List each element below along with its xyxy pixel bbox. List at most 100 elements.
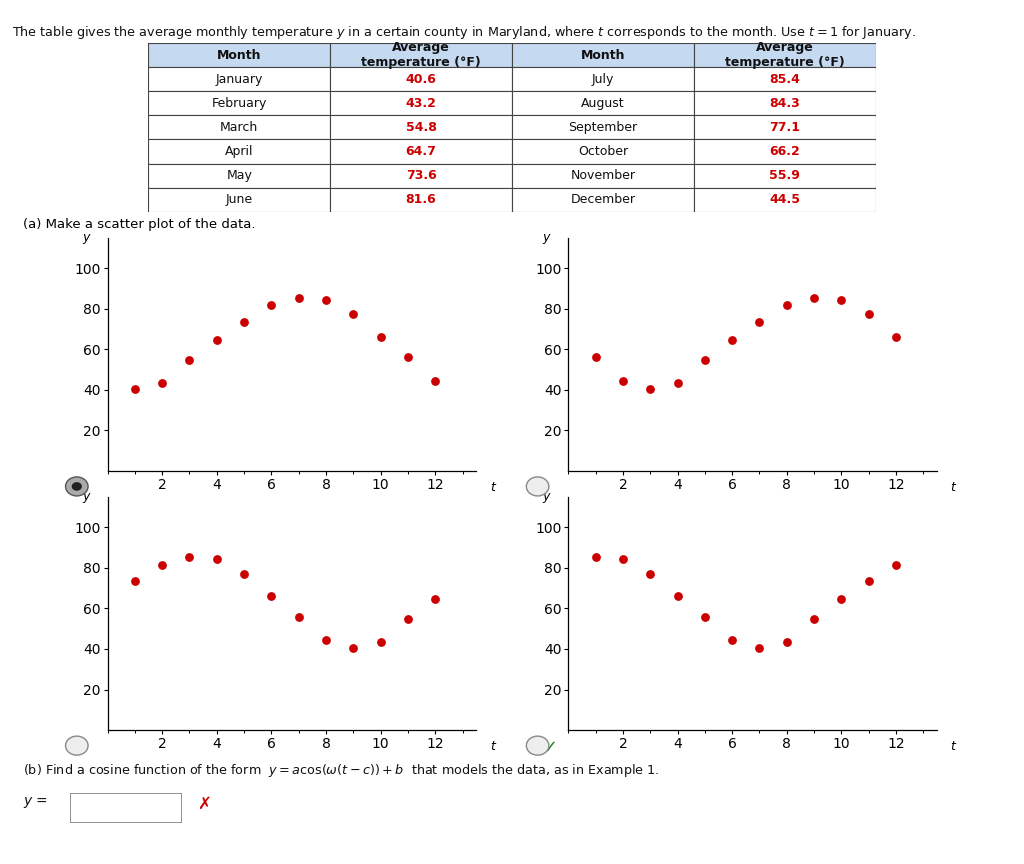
Text: December: December bbox=[570, 194, 635, 206]
Bar bbox=[330, 116, 512, 139]
Bar bbox=[694, 43, 876, 67]
Point bbox=[614, 552, 631, 566]
Point bbox=[888, 557, 904, 571]
Point bbox=[127, 382, 143, 396]
Text: 85.4: 85.4 bbox=[769, 73, 800, 86]
Point bbox=[806, 612, 822, 626]
Point bbox=[263, 589, 280, 603]
Point bbox=[373, 636, 389, 650]
Text: Month: Month bbox=[581, 48, 625, 61]
Bar bbox=[512, 187, 694, 212]
Bar bbox=[148, 43, 330, 67]
Text: 73.6: 73.6 bbox=[406, 169, 436, 182]
Text: ✗: ✗ bbox=[197, 795, 211, 813]
Point bbox=[696, 610, 713, 624]
Text: The table gives the average monthly temperature $y$ in a certain county in Maryl: The table gives the average monthly temp… bbox=[12, 24, 916, 41]
Point bbox=[588, 351, 604, 365]
Point bbox=[588, 550, 604, 563]
Bar bbox=[694, 67, 876, 92]
Text: t: t bbox=[950, 740, 955, 753]
Text: 55.9: 55.9 bbox=[769, 169, 800, 182]
Point bbox=[724, 633, 740, 647]
Point bbox=[778, 298, 795, 312]
Text: y: y bbox=[543, 490, 550, 503]
Bar bbox=[694, 163, 876, 187]
Bar bbox=[512, 163, 694, 187]
Text: y: y bbox=[82, 490, 89, 503]
Point bbox=[236, 567, 252, 581]
Bar bbox=[330, 67, 512, 92]
Bar bbox=[512, 139, 694, 163]
Point bbox=[670, 377, 686, 391]
Text: 77.1: 77.1 bbox=[769, 121, 800, 134]
Text: (b) Find a cosine function of the form  $y = a\cos(\omega(t - c)) + b$  that mod: (b) Find a cosine function of the form $… bbox=[23, 762, 659, 779]
Point bbox=[888, 330, 904, 344]
Bar bbox=[330, 163, 512, 187]
Text: August: August bbox=[581, 97, 625, 110]
Bar bbox=[148, 116, 330, 139]
Bar bbox=[694, 139, 876, 163]
Point bbox=[860, 308, 877, 321]
Bar bbox=[330, 139, 512, 163]
Text: 40.6: 40.6 bbox=[406, 73, 436, 86]
Text: 54.8: 54.8 bbox=[406, 121, 436, 134]
Point bbox=[752, 314, 768, 328]
Text: January: January bbox=[216, 73, 263, 86]
Text: July: July bbox=[592, 73, 614, 86]
Point bbox=[696, 353, 713, 366]
Bar bbox=[512, 67, 694, 92]
Point bbox=[427, 374, 443, 388]
Text: Average
temperature (°F): Average temperature (°F) bbox=[725, 41, 845, 69]
Bar bbox=[512, 92, 694, 116]
Point bbox=[181, 353, 198, 366]
Text: 64.7: 64.7 bbox=[406, 145, 436, 158]
Point bbox=[373, 330, 389, 344]
Text: March: March bbox=[220, 121, 258, 134]
Text: September: September bbox=[568, 121, 638, 134]
Text: $y$ =: $y$ = bbox=[23, 795, 48, 810]
Bar bbox=[148, 163, 330, 187]
Point bbox=[860, 574, 877, 588]
Text: 81.6: 81.6 bbox=[406, 194, 436, 206]
Point bbox=[317, 293, 334, 307]
Point bbox=[724, 333, 740, 346]
Point bbox=[263, 298, 280, 312]
Text: 66.2: 66.2 bbox=[769, 145, 800, 158]
Text: 84.3: 84.3 bbox=[769, 97, 800, 110]
Text: y: y bbox=[543, 231, 550, 244]
Text: November: November bbox=[570, 169, 635, 182]
Point bbox=[399, 351, 416, 365]
Text: y: y bbox=[82, 231, 89, 244]
Bar bbox=[694, 116, 876, 139]
Point bbox=[642, 567, 658, 581]
Point bbox=[236, 314, 252, 328]
Text: October: October bbox=[578, 145, 628, 158]
Text: April: April bbox=[225, 145, 254, 158]
Point bbox=[427, 592, 443, 606]
Point bbox=[291, 610, 307, 624]
Point bbox=[614, 374, 631, 388]
Point bbox=[181, 550, 198, 563]
Bar bbox=[148, 187, 330, 212]
Point bbox=[834, 293, 850, 307]
Point bbox=[752, 641, 768, 655]
Text: Month: Month bbox=[217, 48, 261, 61]
Bar bbox=[148, 92, 330, 116]
Text: 43.2: 43.2 bbox=[406, 97, 436, 110]
Bar bbox=[512, 116, 694, 139]
Text: Average
temperature (°F): Average temperature (°F) bbox=[361, 41, 481, 69]
Bar bbox=[694, 92, 876, 116]
Point bbox=[670, 589, 686, 603]
Point bbox=[154, 557, 170, 571]
Point bbox=[778, 636, 795, 650]
Bar bbox=[512, 43, 694, 67]
Text: t: t bbox=[489, 740, 495, 753]
Point bbox=[209, 333, 225, 346]
Point bbox=[399, 612, 416, 626]
Point bbox=[345, 641, 361, 655]
Bar bbox=[148, 67, 330, 92]
Text: 44.5: 44.5 bbox=[769, 194, 800, 206]
Text: ✓: ✓ bbox=[543, 739, 558, 756]
Bar bbox=[694, 187, 876, 212]
Point bbox=[806, 290, 822, 304]
